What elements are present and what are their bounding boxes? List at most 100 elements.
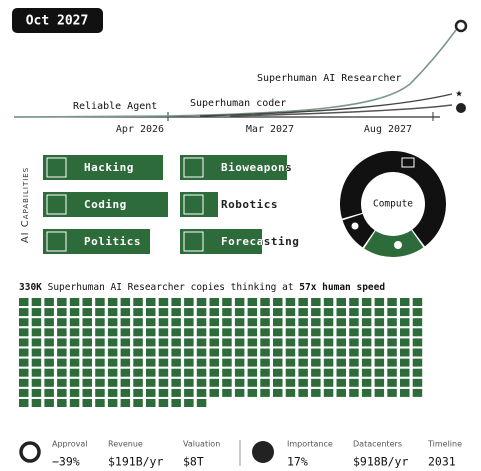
copy-square bbox=[387, 388, 397, 397]
capability: Coding bbox=[84, 198, 127, 211]
copy-square bbox=[361, 338, 372, 347]
copy-square bbox=[311, 358, 321, 367]
copy-square bbox=[196, 328, 207, 337]
copy-square bbox=[361, 378, 372, 387]
copy-square bbox=[209, 358, 219, 367]
copy-square bbox=[349, 358, 359, 367]
copy-square bbox=[298, 298, 308, 306]
copy-square bbox=[234, 328, 245, 337]
copy-square bbox=[44, 368, 54, 377]
copy-square bbox=[19, 358, 29, 367]
stat-label: Timeline bbox=[427, 440, 462, 449]
copy-square bbox=[171, 378, 181, 387]
copy-square bbox=[158, 388, 169, 397]
copy-square bbox=[120, 348, 131, 357]
copy-square bbox=[323, 378, 334, 387]
copy-square bbox=[209, 298, 219, 306]
stats: Approval −39% Revenue $191B/yr Valuation… bbox=[19, 440, 462, 469]
copy-square bbox=[234, 358, 245, 367]
copy-square bbox=[336, 318, 346, 327]
capability-icon bbox=[46, 231, 67, 252]
copy-square bbox=[234, 388, 245, 397]
copy-square bbox=[323, 348, 334, 357]
copy-square bbox=[44, 308, 54, 317]
copy-square bbox=[234, 348, 245, 357]
copy-square bbox=[158, 348, 169, 357]
copy-square bbox=[184, 378, 194, 387]
copy-square bbox=[222, 298, 232, 306]
copy-square bbox=[171, 399, 181, 407]
copy-square bbox=[323, 368, 334, 377]
copy-square bbox=[95, 328, 105, 337]
capability: Bioweapons bbox=[221, 161, 292, 174]
copy-square bbox=[19, 338, 29, 347]
copy-square bbox=[209, 318, 219, 327]
copy-square bbox=[69, 378, 80, 387]
copy-square bbox=[31, 388, 42, 397]
copy-square bbox=[222, 348, 232, 357]
copy-square bbox=[298, 338, 308, 347]
capability-icon bbox=[46, 194, 67, 215]
copy-square bbox=[69, 358, 80, 367]
donut-segment bbox=[340, 151, 447, 247]
copy-square bbox=[298, 348, 308, 357]
copy-square bbox=[133, 378, 143, 387]
copy-square bbox=[260, 378, 270, 387]
copy-square bbox=[146, 318, 156, 327]
copy-square bbox=[374, 338, 385, 347]
copy-square bbox=[69, 388, 80, 397]
copy-square bbox=[400, 338, 410, 347]
copy-square bbox=[82, 388, 92, 397]
copy-square bbox=[374, 328, 385, 337]
copy-square bbox=[412, 388, 423, 397]
copy-square bbox=[336, 378, 346, 387]
copy-square bbox=[247, 328, 258, 337]
copy-square bbox=[260, 298, 270, 306]
copy-square bbox=[387, 328, 397, 337]
copy-square bbox=[247, 298, 258, 306]
copy-square bbox=[412, 318, 423, 327]
copy-square bbox=[107, 378, 118, 387]
copy-square bbox=[222, 338, 232, 347]
copy-square bbox=[260, 308, 270, 317]
copy-square bbox=[171, 358, 181, 367]
copy-square bbox=[374, 388, 385, 397]
copy-square bbox=[158, 298, 169, 306]
copy-square bbox=[336, 308, 346, 317]
stat-value: $918B/yr bbox=[353, 455, 408, 469]
copy-square bbox=[298, 358, 308, 367]
capability-overlay: Bioweapons bbox=[221, 161, 292, 174]
copy-square bbox=[19, 348, 29, 357]
copy-square bbox=[95, 399, 105, 407]
copy-square bbox=[133, 368, 143, 377]
copy-square bbox=[82, 308, 92, 317]
copy-square bbox=[107, 318, 118, 327]
copy-square bbox=[323, 308, 334, 317]
capability-bar bbox=[43, 155, 163, 180]
copy-square bbox=[273, 378, 283, 387]
copy-square bbox=[260, 368, 270, 377]
copy-square bbox=[158, 338, 169, 347]
copy-square bbox=[107, 338, 118, 347]
copy-square bbox=[209, 348, 219, 357]
copy-square bbox=[222, 318, 232, 327]
copy-square bbox=[412, 378, 423, 387]
copy-square bbox=[311, 308, 321, 317]
copy-square bbox=[298, 318, 308, 327]
copy-square bbox=[412, 358, 423, 367]
copy-square bbox=[260, 348, 270, 357]
copy-square bbox=[44, 338, 54, 347]
copy-square bbox=[285, 368, 296, 377]
capability-bar bbox=[43, 229, 150, 254]
icon-globe bbox=[456, 103, 466, 113]
copy-square bbox=[349, 378, 359, 387]
copy-square bbox=[361, 368, 372, 377]
copy-square bbox=[273, 298, 283, 306]
copy-square bbox=[349, 348, 359, 357]
copy-square bbox=[196, 368, 207, 377]
copy-square bbox=[222, 388, 232, 397]
copy-square bbox=[69, 308, 80, 317]
icon-star: ★ bbox=[455, 86, 462, 100]
copy-square bbox=[69, 368, 80, 377]
copy-square bbox=[44, 318, 54, 327]
